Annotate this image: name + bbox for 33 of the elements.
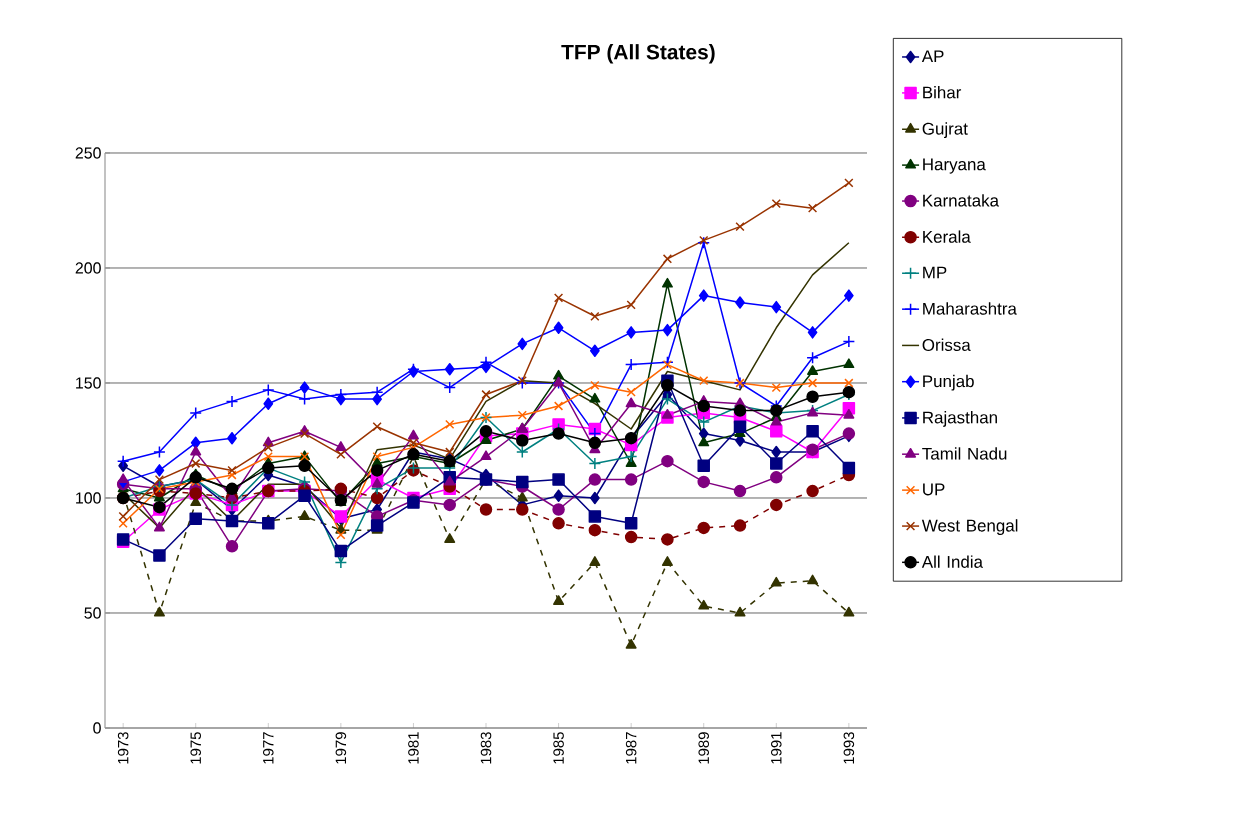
legend-label: All India xyxy=(921,555,983,568)
x-tick-label: 1977 xyxy=(262,732,274,764)
legend-label: Maharashtra xyxy=(923,302,1017,315)
legend-label: Haryana xyxy=(923,158,986,174)
x-tick-label: 1991 xyxy=(771,732,782,764)
legend-label: Gujrat xyxy=(922,122,968,139)
legend-label: West Bengal xyxy=(921,519,1018,535)
x-tick-label: 1975 xyxy=(190,732,201,764)
y-tick-label: 50 xyxy=(84,607,101,619)
chart-title: TFP (All States) xyxy=(561,44,715,64)
legend-label: AP xyxy=(921,50,944,63)
legend-label: Karnataka xyxy=(923,194,1000,207)
y-tick-label: 150 xyxy=(76,377,101,389)
y-tick-label: 250 xyxy=(75,147,101,159)
x-tick-label: 1981 xyxy=(408,732,419,764)
x-tick-label: 1979 xyxy=(335,732,347,764)
x-tick-label: 1985 xyxy=(553,732,564,764)
y-tick-label: 0 xyxy=(93,722,101,734)
legend-label: Punjab xyxy=(923,374,974,391)
y-tick-label: 100 xyxy=(76,492,101,504)
y-tick-label: 200 xyxy=(75,262,101,274)
legend-label: Rajasthan xyxy=(923,411,997,427)
legend-label: MP xyxy=(923,266,947,279)
x-tick-label: 1987 xyxy=(625,732,637,764)
legend-label: Kerala xyxy=(923,230,971,243)
legend-label: Bihar xyxy=(923,86,962,99)
x-tick-label: 1973 xyxy=(117,732,129,764)
x-tick-label: 1983 xyxy=(480,732,492,764)
x-tick-label: 1989 xyxy=(698,732,710,764)
legend-label: Tamil Nadu xyxy=(922,447,1007,460)
legend-label: Orissa xyxy=(922,338,971,351)
x-tick-label: 1993 xyxy=(843,732,855,764)
legend-label: UP xyxy=(923,483,945,496)
